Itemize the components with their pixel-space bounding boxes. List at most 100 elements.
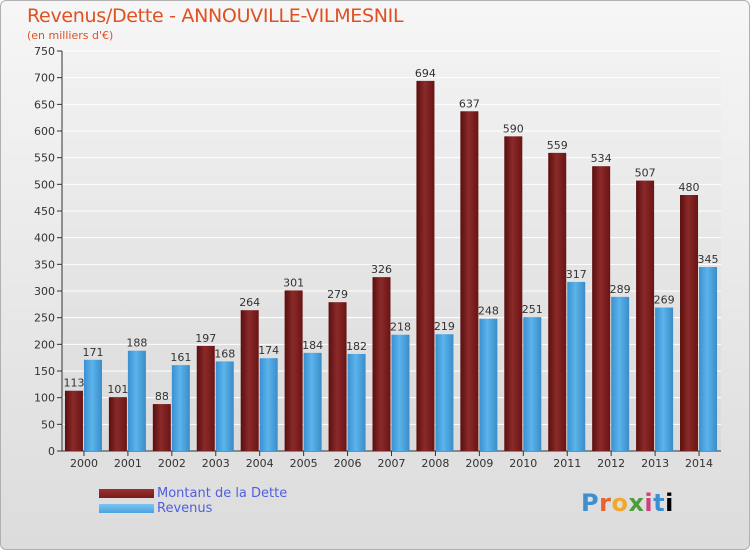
bar-debt (240, 310, 259, 451)
data-label-revenue: 184 (302, 339, 323, 352)
data-label-revenue: 248 (478, 305, 499, 318)
y-tick-label: 650 (34, 98, 55, 111)
x-tick-label: 2009 (465, 457, 493, 470)
bar-debt (284, 290, 303, 451)
y-tick-label: 50 (41, 418, 55, 431)
x-tick-label: 2000 (70, 457, 98, 470)
data-label-debt: 637 (459, 97, 480, 110)
data-label-debt: 507 (635, 167, 656, 180)
bar-revenue (259, 358, 278, 451)
x-tick-label: 2014 (685, 457, 713, 470)
data-label-debt: 88 (155, 390, 169, 403)
data-label-debt: 590 (503, 122, 524, 135)
bar-debt (548, 152, 567, 451)
data-label-revenue: 317 (566, 268, 587, 281)
x-tick-label: 2001 (114, 457, 142, 470)
data-label-debt: 326 (371, 263, 392, 276)
x-tick-label: 2013 (641, 457, 669, 470)
x-tick-label: 2007 (378, 457, 406, 470)
y-tick-label: 400 (34, 232, 55, 245)
data-label-revenue: 188 (126, 337, 147, 350)
legend-label-revenue: Revenus (157, 501, 213, 516)
legend: Montant de la Dette Revenus (99, 486, 287, 516)
bar-revenue (435, 334, 454, 451)
y-tick-label: 250 (34, 312, 55, 325)
data-label-debt: 301 (283, 276, 304, 289)
bar-revenue (479, 318, 498, 451)
y-tick-label: 750 (34, 45, 55, 58)
bar-debt (680, 195, 699, 451)
y-tick-label: 0 (48, 445, 55, 458)
data-label-debt: 559 (547, 139, 568, 152)
legend-item-debt: Montant de la Dette (99, 486, 287, 501)
bar-debt (108, 397, 127, 451)
chart-subtitle: (en milliers d'€) (27, 29, 114, 42)
chart-title: Revenus/Dette - ANNOUVILLE-VILMESNIL (27, 5, 404, 27)
y-tick-label: 350 (34, 258, 55, 271)
data-label-revenue: 218 (390, 321, 411, 334)
x-tick-label: 2004 (246, 457, 274, 470)
legend-label-debt: Montant de la Dette (157, 486, 288, 501)
bar-debt (64, 390, 83, 451)
y-tick-label: 450 (34, 205, 55, 218)
data-label-debt: 534 (591, 152, 612, 165)
bar-revenue (215, 361, 234, 451)
x-tick-label: 2012 (597, 457, 625, 470)
data-label-debt: 113 (63, 377, 84, 390)
data-label-debt: 197 (195, 332, 216, 345)
bar-debt (504, 136, 523, 452)
legend-item-revenue: Revenus (99, 501, 287, 516)
x-tick-label: 2005 (290, 457, 318, 470)
data-label-revenue: 345 (698, 253, 719, 266)
bar-debt (152, 404, 171, 451)
x-tick-label: 2010 (509, 457, 537, 470)
data-label-revenue: 161 (170, 351, 191, 364)
bar-debt (372, 277, 391, 451)
bar-revenue (655, 307, 674, 451)
data-label-debt: 264 (239, 296, 260, 309)
x-tick-label: 2003 (202, 457, 230, 470)
y-tick-label: 700 (34, 72, 55, 85)
y-tick-label: 550 (34, 152, 55, 165)
data-label-debt: 101 (107, 383, 128, 396)
bar-revenue (699, 267, 718, 451)
data-label-revenue: 174 (258, 344, 279, 357)
bar-revenue (303, 352, 322, 451)
y-tick-label: 500 (34, 178, 55, 191)
bar-debt (196, 345, 215, 451)
data-label-revenue: 251 (522, 303, 543, 316)
data-label-debt: 279 (327, 288, 348, 301)
y-tick-label: 100 (34, 392, 55, 405)
bar-debt (416, 80, 435, 451)
x-tick-label: 2002 (158, 457, 186, 470)
proxiti-logo: Proxiti (581, 489, 674, 517)
bar-debt (460, 111, 479, 452)
data-label-revenue: 182 (346, 340, 367, 353)
bar-revenue (127, 350, 146, 451)
x-tick-label: 2011 (553, 457, 581, 470)
y-tick-label: 200 (34, 338, 55, 351)
data-label-revenue: 289 (610, 283, 631, 296)
data-label-debt: 694 (415, 67, 436, 80)
bar-revenue (611, 296, 630, 451)
bar-revenue (171, 365, 190, 451)
data-label-revenue: 219 (434, 320, 455, 333)
bar-debt (592, 166, 611, 451)
x-tick-label: 2006 (334, 457, 362, 470)
bar-debt (636, 180, 655, 451)
x-tick-label: 2008 (421, 457, 449, 470)
bar-revenue (523, 317, 542, 451)
legend-swatch-revenue (99, 504, 154, 513)
bar-revenue (347, 353, 366, 451)
y-tick-label: 300 (34, 285, 55, 298)
bar-revenue (391, 334, 410, 451)
legend-swatch-debt (99, 489, 154, 498)
data-label-revenue: 171 (82, 346, 103, 359)
data-label-revenue: 269 (654, 294, 675, 307)
bar-debt (328, 302, 347, 451)
data-label-revenue: 168 (214, 347, 235, 360)
y-tick-label: 150 (34, 365, 55, 378)
y-tick-label: 600 (34, 125, 55, 138)
bar-revenue (83, 359, 102, 451)
